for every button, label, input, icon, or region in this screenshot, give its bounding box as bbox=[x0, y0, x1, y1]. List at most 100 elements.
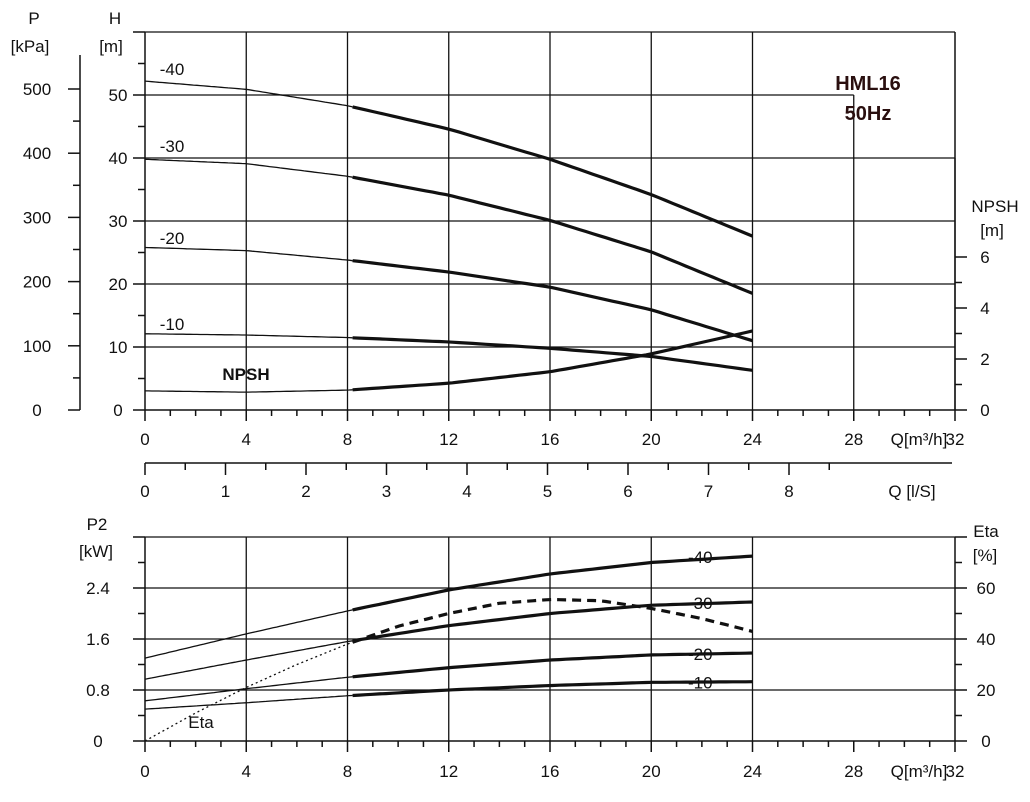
bottom-chart-grid bbox=[133, 536, 967, 752]
h-tick-label: 30 bbox=[109, 212, 128, 231]
npsh-axis-unit: [m] bbox=[980, 221, 1004, 240]
q2-tick-label: 4 bbox=[462, 482, 471, 501]
npsh-tick-label: 6 bbox=[980, 248, 989, 267]
curve-bold--20 bbox=[352, 259, 753, 343]
eta-curve-label: Eta bbox=[188, 713, 214, 732]
p2-curve-bold--40 bbox=[352, 554, 753, 612]
p2-curve-label--10: -10 bbox=[688, 674, 713, 693]
q-tick-label-bottom: 32 bbox=[946, 762, 965, 781]
p-tick-label: 400 bbox=[23, 144, 51, 163]
q-tick-label-top: 4 bbox=[242, 430, 251, 449]
h-tick-label: 0 bbox=[113, 401, 122, 420]
npsh-axis-label: NPSH bbox=[971, 197, 1018, 216]
q-tick-label-top: 20 bbox=[642, 430, 661, 449]
q2-tick-label: 1 bbox=[221, 482, 230, 501]
x2-axis-label: Q [l/S] bbox=[888, 482, 935, 501]
p2-tick-label: 0 bbox=[93, 732, 102, 751]
eta-curve-thin bbox=[144, 641, 353, 742]
curve-thin--30 bbox=[144, 158, 353, 178]
q-tick-label-top: 32 bbox=[946, 430, 965, 449]
eta-tick-label: 0 bbox=[981, 732, 990, 751]
p2-curve-bold--20 bbox=[352, 651, 753, 679]
p2-curve-label--40: -40 bbox=[688, 548, 713, 567]
eta-tick-label: 40 bbox=[977, 630, 996, 649]
q-tick-label-top: 8 bbox=[343, 430, 352, 449]
q-tick-label-top: 12 bbox=[439, 430, 458, 449]
curve-thin--20 bbox=[144, 246, 353, 262]
p-tick-label: 200 bbox=[23, 273, 51, 292]
q2-tick-label: 5 bbox=[543, 482, 552, 501]
q2-tick-label: 6 bbox=[623, 482, 632, 501]
p2-curve-label--20: -20 bbox=[688, 645, 713, 664]
curve-thin-NPSH bbox=[145, 389, 353, 393]
p2-tick-label: 1.6 bbox=[86, 630, 110, 649]
eta-axis-label: Eta bbox=[973, 522, 999, 541]
q-tick-label-bottom: 4 bbox=[242, 762, 251, 781]
p2-curve-thin--30 bbox=[144, 640, 353, 680]
npsh-tick-label: 4 bbox=[980, 299, 989, 318]
p2-axis-unit: [kW] bbox=[79, 542, 113, 561]
q-tick-label-bottom: 28 bbox=[844, 762, 863, 781]
h-axis-label: H bbox=[109, 9, 121, 28]
q-tick-label-top: 0 bbox=[140, 430, 149, 449]
p2-curve-bold--10 bbox=[352, 680, 753, 698]
p-tick-label: 100 bbox=[23, 337, 51, 356]
q2-tick-label: 3 bbox=[382, 482, 391, 501]
q-tick-label-bottom: 20 bbox=[642, 762, 661, 781]
eta-tick-label: 20 bbox=[977, 681, 996, 700]
curve-label--10: -10 bbox=[160, 315, 185, 334]
p2-curve-thin--10 bbox=[144, 694, 353, 710]
h-axis-unit: [m] bbox=[99, 37, 123, 56]
p2-tick-label: 0.8 bbox=[86, 681, 110, 700]
q-tick-label-top: 16 bbox=[541, 430, 560, 449]
x-axis-label-bottom: Q[m³/h] bbox=[891, 762, 948, 781]
eta-tick-label: 60 bbox=[977, 579, 996, 598]
p2-curve-label--30: -30 bbox=[688, 594, 713, 613]
p-axis-unit: [kPa] bbox=[11, 37, 50, 56]
npsh-tick-label: 2 bbox=[980, 350, 989, 369]
chart-title: HML16 bbox=[835, 73, 901, 95]
q2-tick-label: 2 bbox=[301, 482, 310, 501]
npsh-tick-label: 0 bbox=[980, 401, 989, 420]
curve-bold--40 bbox=[352, 105, 754, 238]
h-tick-label: 50 bbox=[109, 86, 128, 105]
q2-tick-label: 0 bbox=[140, 482, 149, 501]
chart-subtitle: 50Hz bbox=[845, 103, 892, 125]
p-axis-label: P bbox=[28, 9, 39, 28]
curve-bold-NPSH bbox=[352, 329, 753, 392]
q-tick-label-top: 28 bbox=[844, 430, 863, 449]
p-tick-label: 0 bbox=[32, 401, 41, 420]
curve-thin--10 bbox=[145, 333, 353, 339]
q2-tick-label: 8 bbox=[784, 482, 793, 501]
q-tick-label-bottom: 24 bbox=[743, 762, 762, 781]
npsh-curve-label: NPSH bbox=[222, 365, 269, 384]
h-tick-label: 10 bbox=[109, 338, 128, 357]
p2-curve-bold--30 bbox=[352, 600, 753, 643]
bottom-chart-labels: 0 0.8 1.6 2.4 0 20 40 60 0 4 8 12 16 20 24 28 32 -40 -30 -2… bbox=[86, 548, 995, 781]
q-tick-label-bottom: 16 bbox=[541, 762, 560, 781]
bottom-chart-curves bbox=[144, 554, 753, 742]
curve-label--20: -20 bbox=[160, 229, 185, 248]
top-chart-grid bbox=[68, 31, 967, 475]
eta-axis-unit: [%] bbox=[973, 546, 998, 565]
q-tick-label-top: 24 bbox=[743, 430, 762, 449]
q-tick-label-bottom: 8 bbox=[343, 762, 352, 781]
curve-bold--10 bbox=[352, 336, 753, 372]
p-tick-label: 500 bbox=[23, 80, 51, 99]
p2-tick-label: 2.4 bbox=[86, 579, 110, 598]
h-tick-label: 40 bbox=[109, 149, 128, 168]
top-chart-curves bbox=[144, 80, 754, 393]
p-tick-label: 300 bbox=[23, 208, 51, 227]
q-tick-label-bottom: 12 bbox=[439, 762, 458, 781]
p2-curve-thin--40 bbox=[144, 609, 353, 659]
x-axis-label-top: Q[m³/h] bbox=[891, 430, 948, 449]
h-tick-label: 20 bbox=[109, 275, 128, 294]
p2-curve-thin--20 bbox=[144, 676, 353, 702]
curve-label--30: -30 bbox=[160, 137, 185, 156]
curve-bold--30 bbox=[352, 175, 754, 295]
curve-thin--40 bbox=[144, 80, 353, 108]
q-tick-label-bottom: 0 bbox=[140, 762, 149, 781]
q2-tick-label: 7 bbox=[704, 482, 713, 501]
